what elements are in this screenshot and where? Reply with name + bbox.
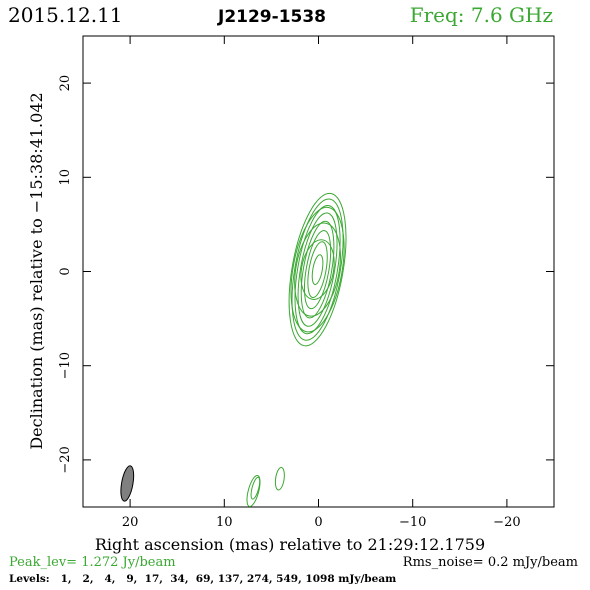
y-tick-label-0: 20 [58,75,73,92]
main-contour-3 [288,192,347,347]
x-tick-label-3: −10 [399,515,426,530]
plot-frame [82,35,555,508]
source-name: J2129-1538 [217,7,326,27]
axis-ticks [83,36,554,507]
y-axis-label: Declination (mas) relative to −15:38:41.… [27,92,46,449]
minor-contour-0 [246,474,261,508]
peak-level: Peak_lev= 1.272 Jy/beam [9,555,176,570]
main-contour-1 [294,222,341,317]
x-tick-label-2: 0 [314,515,322,530]
main-contour-2 [290,206,345,333]
main-contour-9 [307,241,328,298]
contour-map [246,192,347,508]
x-tick-label-1: 10 [216,515,233,530]
beam-ellipse-group [120,465,135,502]
main-contour-4 [291,198,344,341]
main-contour-8 [303,230,332,310]
main-contour-10 [311,254,324,285]
y-tick-label-3: −10 [58,352,73,379]
beam-ellipse [120,465,135,502]
y-tick-label-2: 0 [58,267,73,275]
x-tick-label-4: −20 [493,515,520,530]
y-tick-label-4: −20 [58,446,73,473]
minor-contour-2 [274,467,285,491]
axis-tick-labels: 20 10 0 −10 −20 20 10 0 −10 −20 [58,75,521,530]
observation-date: 2015.12.11 [8,3,123,27]
x-axis-label: Right ascension (mas) relative to 21:29:… [95,535,485,554]
main-contour-7 [300,220,335,319]
x-tick-label-0: 20 [122,515,139,530]
main-contour-5 [294,205,341,335]
minor-contour-1 [250,476,261,500]
contour-levels: Levels: 1, 2, 4, 9, 17, 34, 69, 137, 274… [9,573,396,585]
frequency-label: Freq: 7.6 GHz [410,3,553,27]
main-contour-6 [297,212,338,327]
main-contour-0 [300,239,335,300]
y-tick-label-1: 10 [58,169,73,186]
rms-noise: Rms_noise= 0.2 mJy/beam [403,555,578,570]
